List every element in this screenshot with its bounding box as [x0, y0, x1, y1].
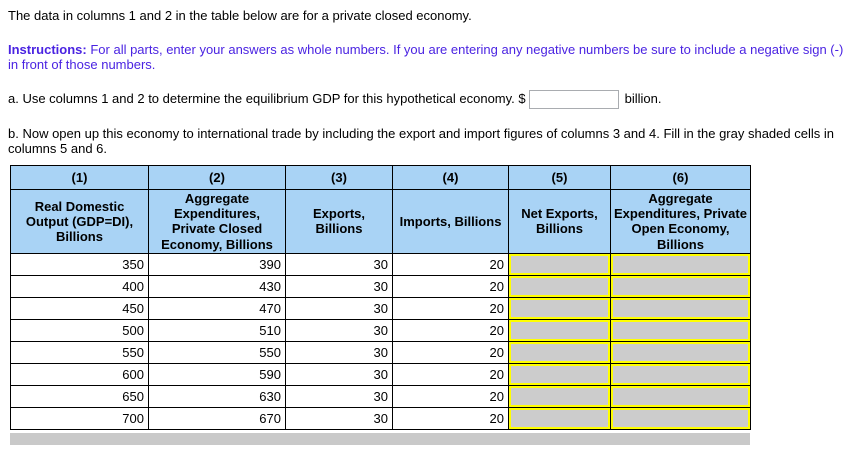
- table-cell: 20: [392, 318, 509, 342]
- net-exports-input-row8[interactable]: [509, 408, 610, 429]
- table-cell: 550: [148, 340, 286, 364]
- header-net-exports: Net Exports, Billions: [508, 189, 611, 254]
- net-exports-input-row4[interactable]: [509, 320, 610, 341]
- table-cell: 30: [285, 252, 393, 276]
- ae-open-economy-input-row4[interactable]: [611, 320, 750, 341]
- answer-cell: [508, 362, 611, 386]
- part-a-paragraph: a. Use columns 1 and 2 to determine the …: [8, 89, 854, 109]
- table-row: 650 630 30 20: [10, 384, 751, 408]
- net-exports-input-row5[interactable]: [509, 342, 610, 363]
- table-row: 550 550 30 20: [10, 340, 751, 364]
- table-cell: 670: [148, 406, 286, 430]
- answer-cell: [508, 384, 611, 408]
- col-number-6: (6): [610, 165, 751, 191]
- answer-cell: [610, 318, 751, 342]
- col-number-3: (3): [285, 165, 393, 191]
- table-cell: 20: [392, 296, 509, 320]
- ae-open-economy-input-row6[interactable]: [611, 364, 750, 385]
- answer-cell: [610, 362, 751, 386]
- table-cell: 400: [10, 274, 149, 298]
- table-cell: 550: [10, 340, 149, 364]
- table-row: 400 430 30 20: [10, 274, 751, 298]
- table-cell: 30: [285, 384, 393, 408]
- table-cell: 600: [10, 362, 149, 386]
- answer-cell: [610, 296, 751, 320]
- economy-data-table: (1) (2) (3) (4) (5) (6) Real Domestic Ou…: [10, 165, 751, 430]
- table-cell: 20: [392, 340, 509, 364]
- column-header-row: Real Domestic Output (GDP=DI), Billions …: [10, 189, 751, 254]
- table-cell: 30: [285, 296, 393, 320]
- col-number-5: (5): [508, 165, 611, 191]
- table-cell: 30: [285, 274, 393, 298]
- answer-cell: [610, 340, 751, 364]
- table-cell: 470: [148, 296, 286, 320]
- table-cell: 30: [285, 318, 393, 342]
- col-number-1: (1): [10, 165, 149, 191]
- intro-text: The data in columns 1 and 2 in the table…: [8, 8, 472, 23]
- table-row: 600 590 30 20: [10, 362, 751, 386]
- ae-open-economy-input-row2[interactable]: [611, 276, 750, 297]
- instructions-paragraph: Instructions: For all parts, enter your …: [8, 42, 853, 73]
- table-cell: 500: [10, 318, 149, 342]
- ae-open-economy-input-row8[interactable]: [611, 408, 750, 429]
- net-exports-input-row3[interactable]: [509, 298, 610, 319]
- table-cell: 510: [148, 318, 286, 342]
- answer-cell: [610, 274, 751, 298]
- table-cell: 20: [392, 362, 509, 386]
- answer-cell: [610, 384, 751, 408]
- col-number-4: (4): [392, 165, 509, 191]
- answer-cell: [508, 274, 611, 298]
- table-cell: 20: [392, 406, 509, 430]
- net-exports-input-row7[interactable]: [509, 386, 610, 407]
- ae-open-economy-input-row1[interactable]: [611, 254, 750, 275]
- table-cell: 30: [285, 362, 393, 386]
- table-row: 700 670 30 20: [10, 406, 751, 430]
- header-ae-private-open: Aggregate Expenditures, Private Open Eco…: [610, 189, 751, 254]
- instructions-text: For all parts, enter your answers as who…: [8, 42, 844, 73]
- table-cell: 30: [285, 340, 393, 364]
- table-row: 350 390 30 20: [10, 252, 751, 276]
- answer-cell: [508, 296, 611, 320]
- header-imports: Imports, Billions: [392, 189, 509, 254]
- table-cell: 20: [392, 252, 509, 276]
- table-cell: 450: [10, 296, 149, 320]
- table-cell: 20: [392, 384, 509, 408]
- header-real-domestic-output: Real Domestic Output (GDP=DI), Billions: [10, 189, 149, 254]
- ae-open-economy-input-row7[interactable]: [611, 386, 750, 407]
- net-exports-input-row2[interactable]: [509, 276, 610, 297]
- instructions-label: Instructions:: [8, 42, 87, 57]
- table-cell: 590: [148, 362, 286, 386]
- answer-cell: [508, 318, 611, 342]
- net-exports-input-row1[interactable]: [509, 254, 610, 275]
- answer-cell: [508, 340, 611, 364]
- table-row: 450 470 30 20: [10, 296, 751, 320]
- table-cell: 650: [10, 384, 149, 408]
- table-cell: 630: [148, 384, 286, 408]
- answer-cell: [610, 406, 751, 430]
- column-number-row: (1) (2) (3) (4) (5) (6): [10, 165, 751, 191]
- table-cell: 700: [10, 406, 149, 430]
- part-a-suffix: billion.: [624, 90, 662, 106]
- part-b-paragraph: b. Now open up this economy to internati…: [8, 125, 834, 156]
- part-a-text: a. Use columns 1 and 2 to determine the …: [8, 90, 526, 106]
- answer-cell: [508, 252, 611, 276]
- ae-open-economy-input-row5[interactable]: [611, 342, 750, 363]
- table-cell: 350: [10, 252, 149, 276]
- net-exports-input-row6[interactable]: [509, 364, 610, 385]
- header-exports: Exports, Billions: [285, 189, 393, 254]
- answer-cell: [508, 406, 611, 430]
- table-cell: 20: [392, 274, 509, 298]
- table-cell: 430: [148, 274, 286, 298]
- table-cell: 390: [148, 252, 286, 276]
- table-cell: 30: [285, 406, 393, 430]
- ae-open-economy-input-row3[interactable]: [611, 298, 750, 319]
- header-ae-private-closed: Aggregate Expenditures, Private Closed E…: [148, 189, 286, 254]
- answer-cell: [610, 252, 751, 276]
- table-row: 500 510 30 20: [10, 318, 751, 342]
- equilibrium-gdp-input[interactable]: [528, 89, 619, 109]
- col-number-2: (2): [148, 165, 286, 191]
- horizontal-scrollbar[interactable]: [10, 432, 750, 445]
